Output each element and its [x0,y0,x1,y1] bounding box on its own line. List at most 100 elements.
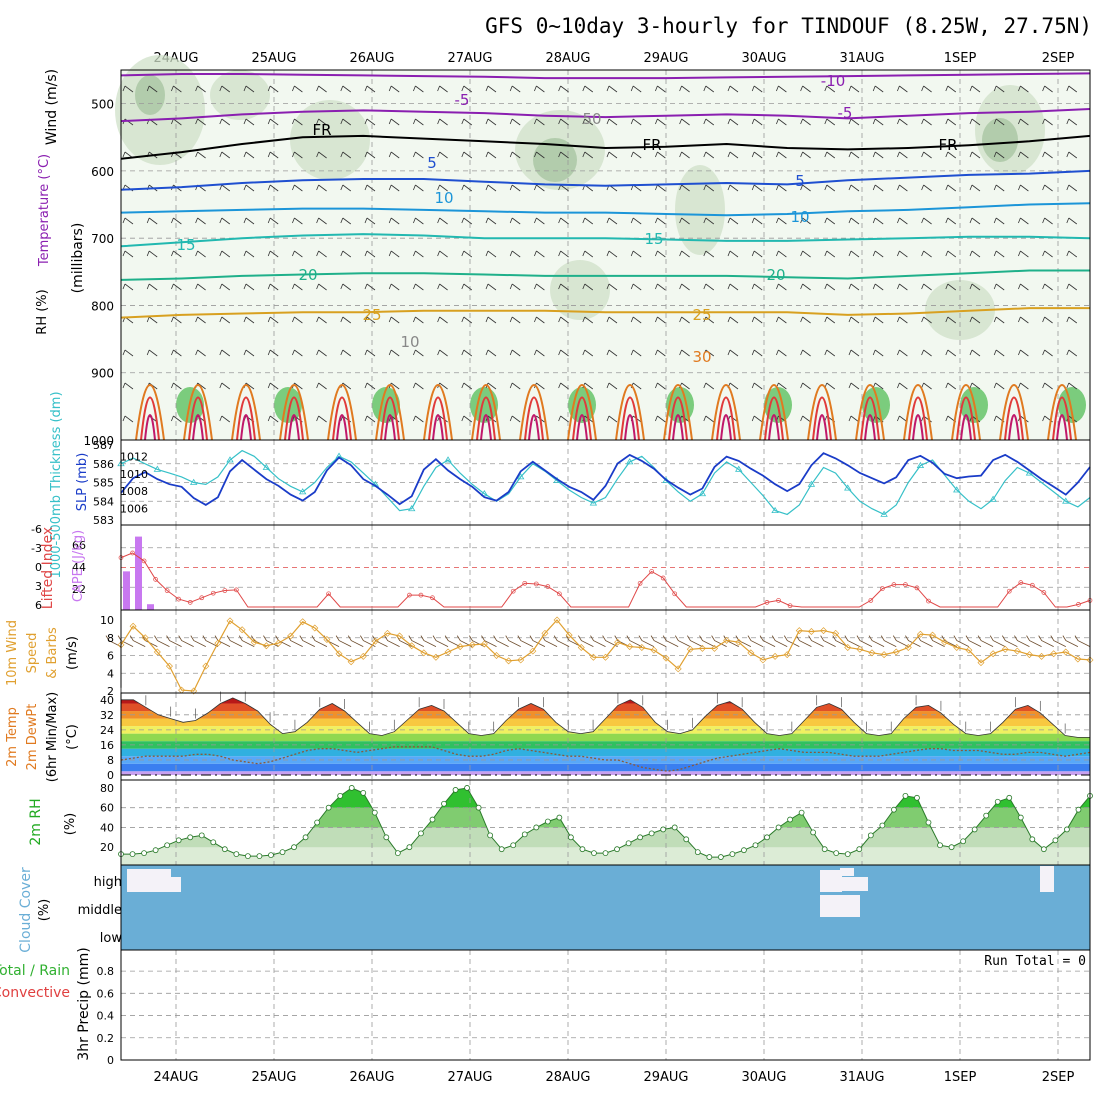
wind-barb [921,250,932,258]
wind-barb [388,85,400,93]
ylabel-wind: Wind (m/s) [44,69,60,145]
panels: 24AUG24AUG25AUG25AUG26AUG26AUG27AUG27AUG… [0,51,1094,1085]
wind-barb [461,415,473,423]
wind-speed-point [844,644,852,652]
wind-barb-10m [929,635,945,647]
wind-barb [219,283,231,291]
contour-label: 25 [692,306,711,324]
wind-speed-point [335,650,343,658]
wind-barb-10m [565,635,582,647]
contour-30 [711,384,741,441]
contour-40 [528,414,540,441]
wind-barb [461,382,473,390]
wind-barb [122,382,134,390]
contour-30 [135,384,165,441]
ylabel-rh: RH (%) [35,289,50,334]
wind-barb [1066,184,1078,192]
wind-barb [171,349,182,357]
wind-speed-point [553,616,561,624]
wind-speed-point [480,640,488,648]
ylabel-wind10m: Speed [25,633,40,674]
precip-tick: 0 [107,1054,114,1067]
wind-barb [703,382,715,390]
wind-barb [751,118,763,126]
wind-barb [1018,118,1029,126]
li-tick: 6 [35,599,42,612]
wind-barb [485,349,497,357]
ylabel-cloud: Cloud Cover [18,867,34,953]
wind-barb [558,85,569,93]
wind-barb [292,85,303,93]
wind-barb [292,349,303,357]
wind-speed-point [1050,650,1058,658]
wind-barb [606,415,618,423]
rh-band [121,807,1090,828]
li-point [868,598,874,603]
wind-barb [388,250,400,258]
clear-sky-gap [127,877,181,892]
wind-barb-10m [759,635,776,647]
rh-point [902,792,909,799]
wind-barb-10m [699,635,715,647]
rh-point [994,798,1001,805]
clear-sky-gap [820,870,842,892]
wind-barb [727,118,739,126]
wind-barb [364,217,376,225]
wind-tick: 4 [107,667,114,680]
wind-speed-point [153,648,161,656]
wind-barb-10m [541,635,558,647]
wind-barb [509,217,521,225]
wind-barb [751,382,763,390]
rh-tick: 20 [100,841,114,854]
rh-point [1052,837,1059,844]
temp-tick: 32 [100,709,114,722]
contour-35 [1052,396,1072,441]
wind-speed-point [274,639,282,647]
wind-speed-point [626,643,634,651]
wind-barb-10m [735,635,752,647]
wind-barb [340,316,352,324]
contour-30 [1047,384,1077,441]
wind-speed-point [904,644,912,652]
wind-barb [243,184,255,192]
rh-point [210,839,217,846]
rh-tick: 60 [100,802,114,815]
wind-barb [243,316,255,324]
wind-speed-point [1062,648,1070,656]
wind-barb [243,151,255,159]
wind-speed-point [250,638,258,646]
wind-barb [534,283,545,291]
wind-barb [897,217,908,225]
wind-barb [509,184,521,192]
wind-speed-point [771,652,779,660]
rh-point [579,846,586,853]
contour-40 [384,414,396,441]
wind-speed-point [711,644,719,652]
wind-barb [655,217,666,225]
wind-barb [340,85,352,93]
wind-barb [1042,382,1053,390]
contour-40 [288,414,300,441]
rh-point [637,834,644,841]
wind-barb [969,382,981,390]
wind-barb [485,151,497,159]
wind-barb [219,217,231,225]
wind-barb [993,85,1005,93]
wind-barb [727,283,739,291]
wind-barb-10m [202,635,219,647]
wind-barb [171,85,182,93]
rh-point [937,842,943,849]
contour-30 [903,384,933,441]
wind-barb-10m [989,635,1006,647]
rh-point [487,832,494,839]
upper-air-tick: 600 [91,165,114,179]
temperature-contour [120,233,1091,248]
temperature-contour [120,307,1090,319]
wind-speed-point [916,630,924,638]
wind-barb [655,85,666,93]
rh-region-dense [982,118,1018,162]
wind-barb [1018,250,1029,258]
wind-barb-10m [1038,635,1054,647]
wind-barb [800,217,811,225]
wind-barb [1066,118,1078,126]
